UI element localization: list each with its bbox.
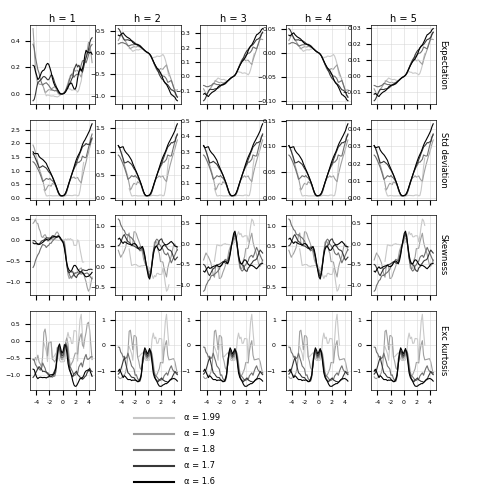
Text: α = 1.8: α = 1.8 [184, 445, 214, 454]
Title: h = 4: h = 4 [305, 14, 332, 24]
Title: h = 5: h = 5 [390, 14, 417, 24]
Y-axis label: Skewness: Skewness [438, 234, 447, 276]
Y-axis label: Std deviation: Std deviation [438, 132, 447, 188]
Title: h = 1: h = 1 [49, 14, 76, 24]
Y-axis label: Expectation: Expectation [438, 40, 447, 90]
Title: h = 2: h = 2 [134, 14, 161, 24]
Text: α = 1.9: α = 1.9 [184, 429, 214, 438]
Text: α = 1.99: α = 1.99 [184, 413, 220, 422]
Text: α = 1.7: α = 1.7 [184, 461, 214, 470]
Title: h = 3: h = 3 [220, 14, 247, 24]
Y-axis label: Exc kurtosis: Exc kurtosis [438, 325, 447, 376]
Text: α = 1.6: α = 1.6 [184, 477, 214, 486]
